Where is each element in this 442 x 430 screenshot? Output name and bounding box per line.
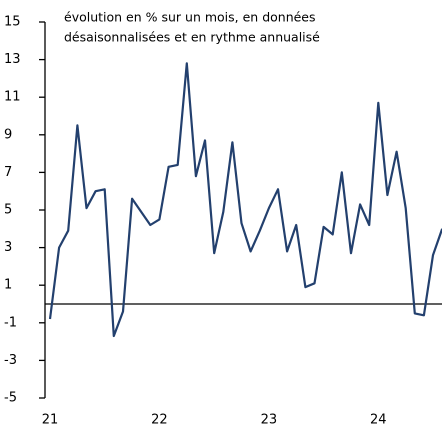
y-tick-label: 11 (4, 90, 21, 105)
x-tick-label: 21 (42, 413, 59, 428)
y-tick-label: 15 (4, 15, 21, 30)
y-tick-label: -3 (4, 353, 17, 368)
y-tick-label: -1 (4, 315, 17, 330)
data-line (48, 62, 442, 338)
y-tick-label: 1 (4, 278, 12, 293)
y-tick-label: 5 (4, 203, 12, 218)
x-tick-label: 22 (151, 413, 168, 428)
y-tick-label: 3 (4, 240, 12, 255)
x-tick-label: 24 (370, 413, 387, 428)
x-tick-label: 23 (261, 413, 278, 428)
annotation: évolution en % sur un mois, en données (64, 10, 316, 25)
y-tick-label: 7 (4, 165, 12, 180)
y-tick-label: -5 (4, 391, 17, 406)
y-tick-label: 9 (4, 127, 12, 142)
annotation: désaisonnalisées et en rythme annualisé (64, 30, 320, 45)
y-tick-label: 13 (4, 52, 21, 67)
